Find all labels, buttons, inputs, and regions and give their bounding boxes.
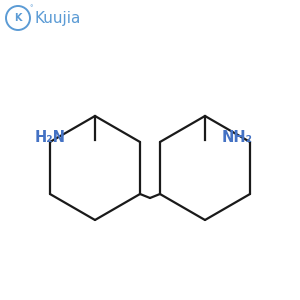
Text: H₂N: H₂N [35, 130, 66, 146]
Text: K: K [14, 13, 22, 23]
Text: °: ° [29, 5, 33, 11]
Text: NH₂: NH₂ [222, 130, 253, 146]
Text: Kuujia: Kuujia [34, 11, 80, 26]
